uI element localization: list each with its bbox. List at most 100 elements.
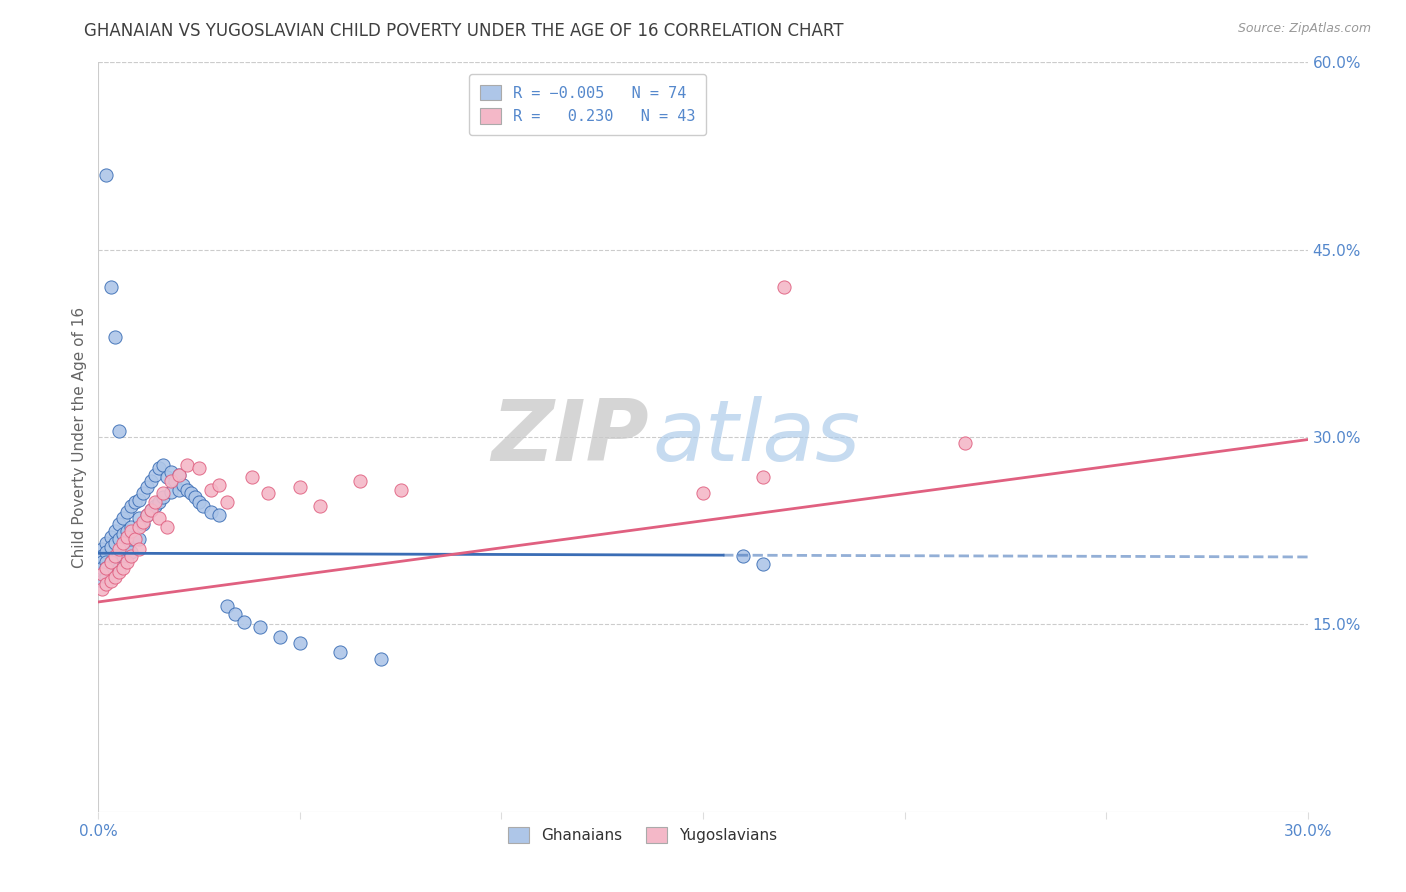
- Point: [115, 524, 138, 538]
- Point: [91, 555, 114, 569]
- Point: [152, 490, 174, 504]
- Point: [115, 505, 138, 519]
- Y-axis label: Child Poverty Under the Age of 16: Child Poverty Under the Age of 16: [72, 307, 87, 567]
- Point: [96, 561, 118, 575]
- Point: [128, 492, 150, 507]
- Point: [752, 470, 775, 484]
- Point: [124, 530, 146, 544]
- Point: [148, 461, 170, 475]
- Point: [180, 486, 202, 500]
- Point: [160, 485, 183, 500]
- Point: [152, 458, 174, 472]
- Point: [232, 615, 254, 629]
- Point: [107, 533, 129, 547]
- Point: [172, 477, 194, 491]
- Point: [107, 565, 129, 579]
- Point: [148, 495, 170, 509]
- Point: [100, 280, 122, 294]
- Text: ZIP: ZIP: [491, 395, 648, 479]
- Point: [91, 549, 114, 563]
- Point: [115, 530, 138, 544]
- Text: atlas: atlas: [652, 395, 860, 479]
- Point: [152, 486, 174, 500]
- Point: [96, 561, 118, 575]
- Point: [91, 561, 114, 575]
- Point: [120, 545, 142, 559]
- Point: [107, 542, 129, 557]
- Point: [111, 511, 134, 525]
- Point: [100, 565, 122, 579]
- Point: [733, 549, 755, 563]
- Point: [128, 520, 150, 534]
- Point: [91, 574, 114, 588]
- Point: [389, 483, 412, 497]
- Point: [100, 555, 122, 569]
- Point: [120, 520, 142, 534]
- Point: [163, 474, 186, 488]
- Point: [96, 536, 118, 550]
- Point: [107, 424, 129, 438]
- Point: [96, 545, 118, 559]
- Point: [143, 467, 166, 482]
- Point: [139, 502, 162, 516]
- Point: [188, 495, 211, 509]
- Point: [208, 477, 231, 491]
- Point: [188, 461, 211, 475]
- Point: [176, 483, 198, 497]
- Point: [91, 567, 114, 582]
- Point: [200, 483, 222, 497]
- Point: [167, 467, 190, 482]
- Point: [692, 486, 714, 500]
- Point: [111, 549, 134, 563]
- Point: [184, 490, 207, 504]
- Point: [128, 533, 150, 547]
- Point: [208, 508, 231, 522]
- Point: [115, 555, 138, 569]
- Point: [107, 517, 129, 532]
- Point: [103, 555, 125, 569]
- Point: [167, 483, 190, 497]
- Point: [100, 574, 122, 588]
- Legend: Ghanaians, Yugoslavians: Ghanaians, Yugoslavians: [502, 821, 783, 849]
- Point: [224, 607, 246, 622]
- Point: [772, 280, 794, 294]
- Point: [128, 511, 150, 525]
- Point: [115, 542, 138, 557]
- Point: [309, 499, 332, 513]
- Point: [160, 465, 183, 479]
- Point: [329, 645, 352, 659]
- Point: [128, 542, 150, 557]
- Point: [370, 652, 392, 666]
- Point: [103, 536, 125, 550]
- Point: [132, 486, 155, 500]
- Point: [96, 168, 118, 182]
- Point: [100, 530, 122, 544]
- Point: [135, 508, 157, 522]
- Point: [193, 499, 215, 513]
- Point: [124, 495, 146, 509]
- Point: [103, 549, 125, 563]
- Point: [349, 474, 371, 488]
- Point: [160, 474, 183, 488]
- Point: [139, 502, 162, 516]
- Point: [200, 505, 222, 519]
- Point: [217, 495, 239, 509]
- Point: [249, 620, 271, 634]
- Point: [103, 570, 125, 584]
- Point: [143, 499, 166, 513]
- Point: [156, 470, 179, 484]
- Point: [240, 470, 263, 484]
- Point: [100, 540, 122, 554]
- Point: [217, 599, 239, 613]
- Point: [96, 577, 118, 591]
- Point: [100, 555, 122, 569]
- Point: [143, 495, 166, 509]
- Text: GHANAIAN VS YUGOSLAVIAN CHILD POVERTY UNDER THE AGE OF 16 CORRELATION CHART: GHANAIAN VS YUGOSLAVIAN CHILD POVERTY UN…: [84, 22, 844, 40]
- Point: [132, 517, 155, 532]
- Point: [156, 520, 179, 534]
- Point: [91, 582, 114, 597]
- Point: [752, 558, 775, 572]
- Point: [135, 480, 157, 494]
- Point: [148, 511, 170, 525]
- Point: [111, 527, 134, 541]
